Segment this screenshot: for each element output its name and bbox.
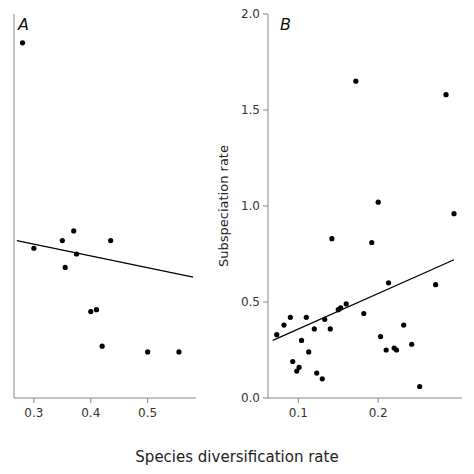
point	[145, 349, 150, 354]
x-tick	[147, 398, 148, 403]
point	[322, 317, 327, 322]
panel-label: B	[280, 15, 291, 34]
panel-label: A	[17, 15, 29, 34]
point	[100, 344, 105, 349]
point	[88, 309, 93, 314]
point	[20, 40, 25, 45]
chart: 0.3 0.4 0.5 A 0.1 0.2 0.0 0.5 1.0 1.5 2.0 Subspecia…	[0, 0, 474, 474]
point	[338, 305, 343, 310]
point	[376, 200, 381, 205]
y-tick	[263, 398, 268, 399]
x-tick-label: 0.4	[81, 406, 100, 420]
point	[63, 265, 68, 270]
y-tick-label: 0.0	[241, 391, 260, 405]
x-axis-label: Species diversification rate	[135, 448, 338, 466]
point	[378, 334, 383, 339]
point	[290, 359, 295, 364]
trend-line	[273, 260, 454, 341]
x-tick-label: 0.5	[138, 406, 157, 420]
y-tick-label: 1.0	[241, 199, 260, 213]
point	[384, 347, 389, 352]
y-tick-label: 0.5	[241, 295, 260, 309]
x-tick-label: 0.2	[369, 406, 388, 420]
point	[108, 238, 113, 243]
point	[328, 326, 333, 331]
y-tick	[263, 14, 268, 15]
trend-line	[17, 241, 193, 277]
point	[281, 322, 286, 327]
y-tick-label: 1.5	[241, 103, 260, 117]
point	[60, 238, 65, 243]
panel: 0.1 0.2 0.0 0.5 1.0 1.5 2.0 Subspeciation rate B	[216, 7, 462, 421]
point	[401, 322, 406, 327]
x-tick	[378, 398, 379, 403]
x-tick	[33, 398, 34, 403]
x-axis-line	[14, 398, 196, 399]
point	[409, 342, 414, 347]
x-tick-label: 0.1	[289, 406, 308, 420]
point	[314, 370, 319, 375]
point	[304, 315, 309, 320]
point	[386, 280, 391, 285]
y-axis-line	[14, 14, 15, 398]
x-axis-line	[268, 398, 462, 399]
point	[329, 236, 334, 241]
point	[306, 349, 311, 354]
point	[394, 347, 399, 352]
y-tick-label: 2.0	[241, 7, 260, 21]
point	[353, 79, 358, 84]
y-tick	[263, 302, 268, 303]
point	[361, 311, 366, 316]
panel: 0.3 0.4 0.5 A	[14, 14, 196, 420]
x-tick-label: 0.3	[24, 406, 43, 420]
point	[320, 376, 325, 381]
point	[299, 338, 304, 343]
point	[312, 326, 317, 331]
marks	[17, 40, 193, 354]
point	[31, 246, 36, 251]
point	[176, 349, 181, 354]
marks	[273, 79, 457, 389]
point	[71, 228, 76, 233]
point	[433, 282, 438, 287]
point	[288, 315, 293, 320]
point	[451, 211, 456, 216]
x-tick	[90, 398, 91, 403]
point	[344, 301, 349, 306]
point	[274, 332, 279, 337]
point	[94, 307, 99, 312]
point	[417, 384, 422, 389]
y-tick	[263, 110, 268, 111]
y-axis-label: Subspeciation rate	[216, 145, 231, 267]
point	[369, 240, 374, 245]
point	[297, 365, 302, 370]
point	[443, 92, 448, 97]
point	[74, 251, 79, 256]
y-tick	[263, 206, 268, 207]
x-tick	[298, 398, 299, 403]
